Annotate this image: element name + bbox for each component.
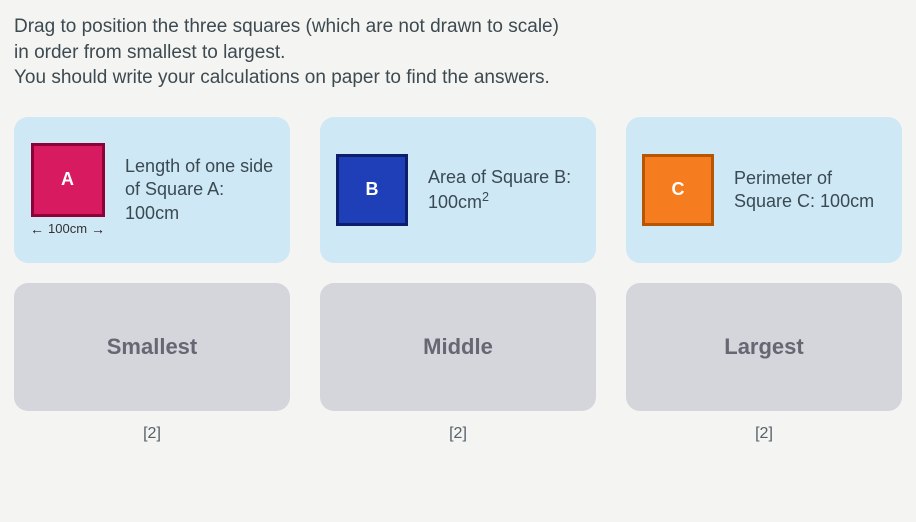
card-row: A ← 100cm → Length of one side of Square… bbox=[14, 117, 902, 263]
card-square-b[interactable]: B Area of Square B: 100cm2 bbox=[320, 117, 596, 263]
square-c-wrap: C bbox=[642, 154, 714, 226]
square-c-letter: C bbox=[672, 179, 685, 200]
square-a-wrap: A ← 100cm → bbox=[30, 143, 105, 237]
drop-zone-middle[interactable]: Middle bbox=[320, 283, 596, 411]
square-a-description: Length of one side of Square A: 100cm bbox=[125, 155, 274, 225]
instruction-line-1: Drag to position the three squares (whic… bbox=[14, 16, 559, 37]
drop-label-middle: Middle bbox=[423, 334, 493, 360]
points-3: [2] bbox=[626, 425, 902, 443]
square-b-letter: B bbox=[366, 179, 379, 200]
points-2: [2] bbox=[320, 425, 596, 443]
instruction-line-3: You should write your calculations on pa… bbox=[14, 67, 550, 88]
points-1: [2] bbox=[14, 425, 290, 443]
card-square-a[interactable]: A ← 100cm → Length of one side of Square… bbox=[14, 117, 290, 263]
square-b-description: Area of Square B: 100cm2 bbox=[428, 166, 580, 215]
square-a-dim-label: 100cm bbox=[48, 221, 87, 236]
drop-label-smallest: Smallest bbox=[107, 334, 198, 360]
points-row: [2] [2] [2] bbox=[14, 425, 902, 443]
instruction-line-2: in order from smallest to largest. bbox=[14, 42, 285, 63]
square-c-shape: C bbox=[642, 154, 714, 226]
square-a-shape: A bbox=[31, 143, 105, 217]
square-c-description: Perimeter of Square C: 100cm bbox=[734, 167, 886, 214]
square-b-shape: B bbox=[336, 154, 408, 226]
drop-zone-smallest[interactable]: Smallest bbox=[14, 283, 290, 411]
arrow-right-icon: → bbox=[91, 221, 105, 237]
square-a-letter: A bbox=[61, 169, 74, 190]
square-a-dimension: ← 100cm → bbox=[30, 221, 105, 237]
drop-zone-largest[interactable]: Largest bbox=[626, 283, 902, 411]
drop-label-largest: Largest bbox=[724, 334, 803, 360]
drop-zone-row: Smallest Middle Largest bbox=[14, 283, 902, 411]
card-square-c[interactable]: C Perimeter of Square C: 100cm bbox=[626, 117, 902, 263]
square-b-wrap: B bbox=[336, 154, 408, 226]
square-b-desc-prefix: Area of Square B: 100cm bbox=[428, 167, 571, 212]
square-b-desc-sup: 2 bbox=[482, 190, 489, 204]
instructions-block: Drag to position the three squares (whic… bbox=[14, 14, 814, 91]
arrow-left-icon: ← bbox=[30, 221, 44, 237]
